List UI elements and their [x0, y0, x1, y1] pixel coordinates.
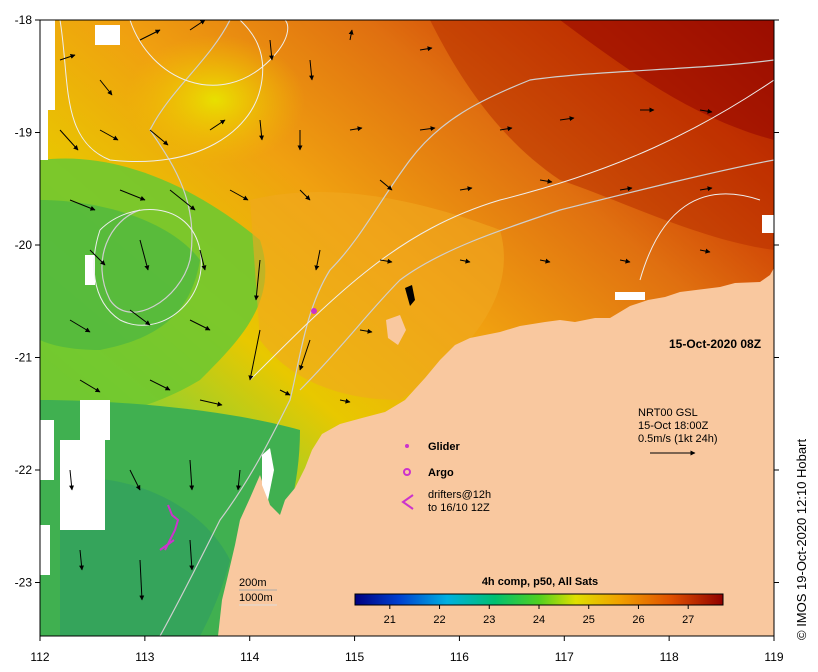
x-tick-label: 118: [660, 650, 679, 664]
x-tick-label: 116: [450, 650, 469, 664]
x-tick-label: 114: [240, 650, 259, 664]
depth-legend-200: 200m: [239, 577, 267, 589]
glider-legend-icon: [405, 444, 409, 448]
y-tick-label: -18: [15, 13, 33, 27]
land: [218, 268, 774, 636]
drifter-legend-icon: [401, 494, 414, 510]
y-tick-label: -23: [15, 576, 33, 590]
y-tick-label: -20: [15, 238, 33, 252]
x-axis: 112 113 114 115 116 117 118 119: [30, 636, 784, 664]
current-legend-line3: 0.5m/s (1kt 24h): [638, 433, 717, 445]
x-tick-label: 115: [345, 650, 364, 664]
colorbar-tick-label: 24: [533, 614, 545, 626]
glider-marker: [311, 308, 317, 314]
argo-legend-label: Argo: [428, 467, 454, 479]
current-legend-line1: NRT00 GSL: [638, 407, 698, 419]
x-tick-label: 119: [764, 650, 783, 664]
island-dark: [405, 285, 415, 306]
sst-contours: [59, 20, 774, 381]
drifter-tracks: [159, 504, 180, 551]
colorbar-tick-label: 27: [682, 614, 694, 626]
colorbar-ticks: 21 22 23 24 25 26 27: [384, 605, 694, 626]
drifter-legend-label2: to 16/10 12Z: [428, 502, 490, 514]
cloud-mask: [40, 20, 774, 575]
x-tick-label: 112: [30, 650, 49, 664]
colorbar: [354, 593, 724, 606]
island: [386, 315, 406, 345]
argo-legend-icon: [403, 468, 411, 476]
colorbar-tick-label: 21: [384, 614, 396, 626]
colorbar-tick-label: 25: [583, 614, 595, 626]
y-tick-label: -19: [15, 126, 33, 140]
y-tick-label: -22: [15, 463, 33, 477]
credit: © IMOS 19-Oct-2020 12:10 Hobart: [790, 400, 812, 645]
y-tick-label: -21: [15, 351, 33, 365]
glider-legend-label: Glider: [428, 441, 461, 453]
sst-field: [40, 20, 774, 636]
x-tick-label: 113: [135, 650, 154, 664]
colorbar-tick-label: 22: [433, 614, 445, 626]
current-arrows: [59, 20, 713, 601]
date-label: 15-Oct-2020 08Z: [669, 337, 761, 351]
colorbar-tick-label: 23: [483, 614, 495, 626]
cloud-mask-coast: [262, 448, 274, 500]
depth-legend-1000: 1000m: [239, 592, 273, 604]
symbols-legend: Glider Argo drifters@12h to 16/10 12Z: [401, 441, 491, 514]
x-tick-label: 117: [555, 650, 574, 664]
credit-text: © IMOS 19-Oct-2020 12:10 Hobart: [794, 439, 809, 640]
plot-frame: [39, 19, 775, 637]
drifter-legend-label1: drifters@12h: [428, 489, 491, 501]
depth-contours: [101, 20, 774, 636]
current-legend-line2: 15-Oct 18:00Z: [638, 420, 709, 432]
colorbar-tick-label: 26: [632, 614, 644, 626]
composite-label: 4h comp, p50, All Sats: [482, 576, 598, 588]
y-axis: -18 -19 -20 -21 -22 -23: [15, 13, 779, 590]
